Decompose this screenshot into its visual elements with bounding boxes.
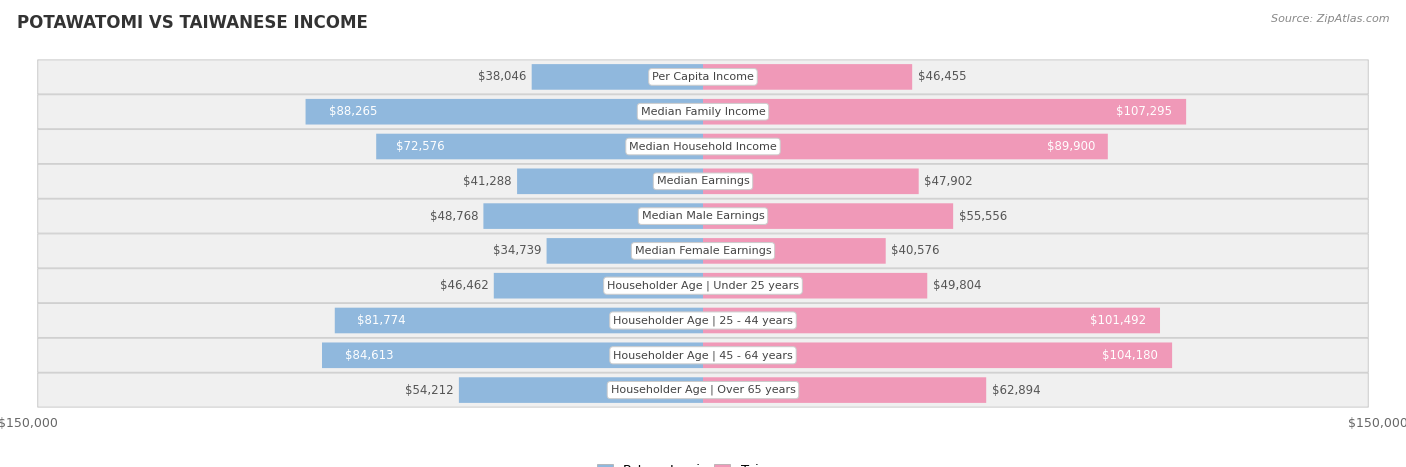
FancyBboxPatch shape — [335, 308, 703, 333]
Text: POTAWATOMI VS TAIWANESE INCOME: POTAWATOMI VS TAIWANESE INCOME — [17, 14, 368, 32]
FancyBboxPatch shape — [38, 164, 1368, 198]
FancyBboxPatch shape — [38, 373, 1368, 407]
Text: Householder Age | Over 65 years: Householder Age | Over 65 years — [610, 385, 796, 396]
FancyBboxPatch shape — [703, 377, 986, 403]
Text: Householder Age | 45 - 64 years: Householder Age | 45 - 64 years — [613, 350, 793, 361]
Text: $40,576: $40,576 — [891, 244, 939, 257]
FancyBboxPatch shape — [38, 234, 1368, 268]
FancyBboxPatch shape — [703, 273, 928, 298]
FancyBboxPatch shape — [458, 377, 703, 403]
Text: $41,288: $41,288 — [463, 175, 512, 188]
FancyBboxPatch shape — [703, 238, 886, 264]
FancyBboxPatch shape — [38, 304, 1368, 338]
FancyBboxPatch shape — [305, 99, 703, 125]
FancyBboxPatch shape — [38, 338, 1368, 372]
Text: $89,900: $89,900 — [1047, 140, 1095, 153]
FancyBboxPatch shape — [38, 95, 1368, 129]
Text: $88,265: $88,265 — [329, 105, 378, 118]
FancyBboxPatch shape — [703, 203, 953, 229]
FancyBboxPatch shape — [531, 64, 703, 90]
FancyBboxPatch shape — [377, 134, 703, 159]
Text: $62,894: $62,894 — [991, 383, 1040, 396]
Text: Source: ZipAtlas.com: Source: ZipAtlas.com — [1271, 14, 1389, 24]
Text: $72,576: $72,576 — [396, 140, 444, 153]
Text: Median Female Earnings: Median Female Earnings — [634, 246, 772, 256]
FancyBboxPatch shape — [703, 99, 1187, 125]
Text: $48,768: $48,768 — [429, 210, 478, 223]
Text: Median Male Earnings: Median Male Earnings — [641, 211, 765, 221]
FancyBboxPatch shape — [547, 238, 703, 264]
Text: $101,492: $101,492 — [1090, 314, 1146, 327]
FancyBboxPatch shape — [703, 308, 1160, 333]
Text: $38,046: $38,046 — [478, 71, 526, 84]
Text: Median Family Income: Median Family Income — [641, 107, 765, 117]
Legend: Potawatomi, Taiwanese: Potawatomi, Taiwanese — [592, 459, 814, 467]
FancyBboxPatch shape — [38, 269, 1368, 303]
FancyBboxPatch shape — [703, 134, 1108, 159]
Text: $107,295: $107,295 — [1115, 105, 1171, 118]
FancyBboxPatch shape — [38, 60, 1368, 94]
Text: $47,902: $47,902 — [924, 175, 973, 188]
FancyBboxPatch shape — [703, 169, 918, 194]
Text: $55,556: $55,556 — [959, 210, 1007, 223]
FancyBboxPatch shape — [38, 199, 1368, 233]
Text: $46,462: $46,462 — [440, 279, 488, 292]
Text: $34,739: $34,739 — [492, 244, 541, 257]
Text: $46,455: $46,455 — [918, 71, 966, 84]
Text: $81,774: $81,774 — [357, 314, 405, 327]
Text: $84,613: $84,613 — [344, 349, 394, 362]
Text: Median Earnings: Median Earnings — [657, 177, 749, 186]
Text: Householder Age | Under 25 years: Householder Age | Under 25 years — [607, 281, 799, 291]
FancyBboxPatch shape — [38, 129, 1368, 163]
FancyBboxPatch shape — [703, 342, 1173, 368]
FancyBboxPatch shape — [703, 64, 912, 90]
Text: $104,180: $104,180 — [1102, 349, 1159, 362]
FancyBboxPatch shape — [322, 342, 703, 368]
Text: Per Capita Income: Per Capita Income — [652, 72, 754, 82]
Text: $54,212: $54,212 — [405, 383, 454, 396]
Text: Householder Age | 25 - 44 years: Householder Age | 25 - 44 years — [613, 315, 793, 326]
FancyBboxPatch shape — [484, 203, 703, 229]
FancyBboxPatch shape — [494, 273, 703, 298]
Text: Median Household Income: Median Household Income — [628, 142, 778, 151]
FancyBboxPatch shape — [517, 169, 703, 194]
Text: $49,804: $49,804 — [932, 279, 981, 292]
